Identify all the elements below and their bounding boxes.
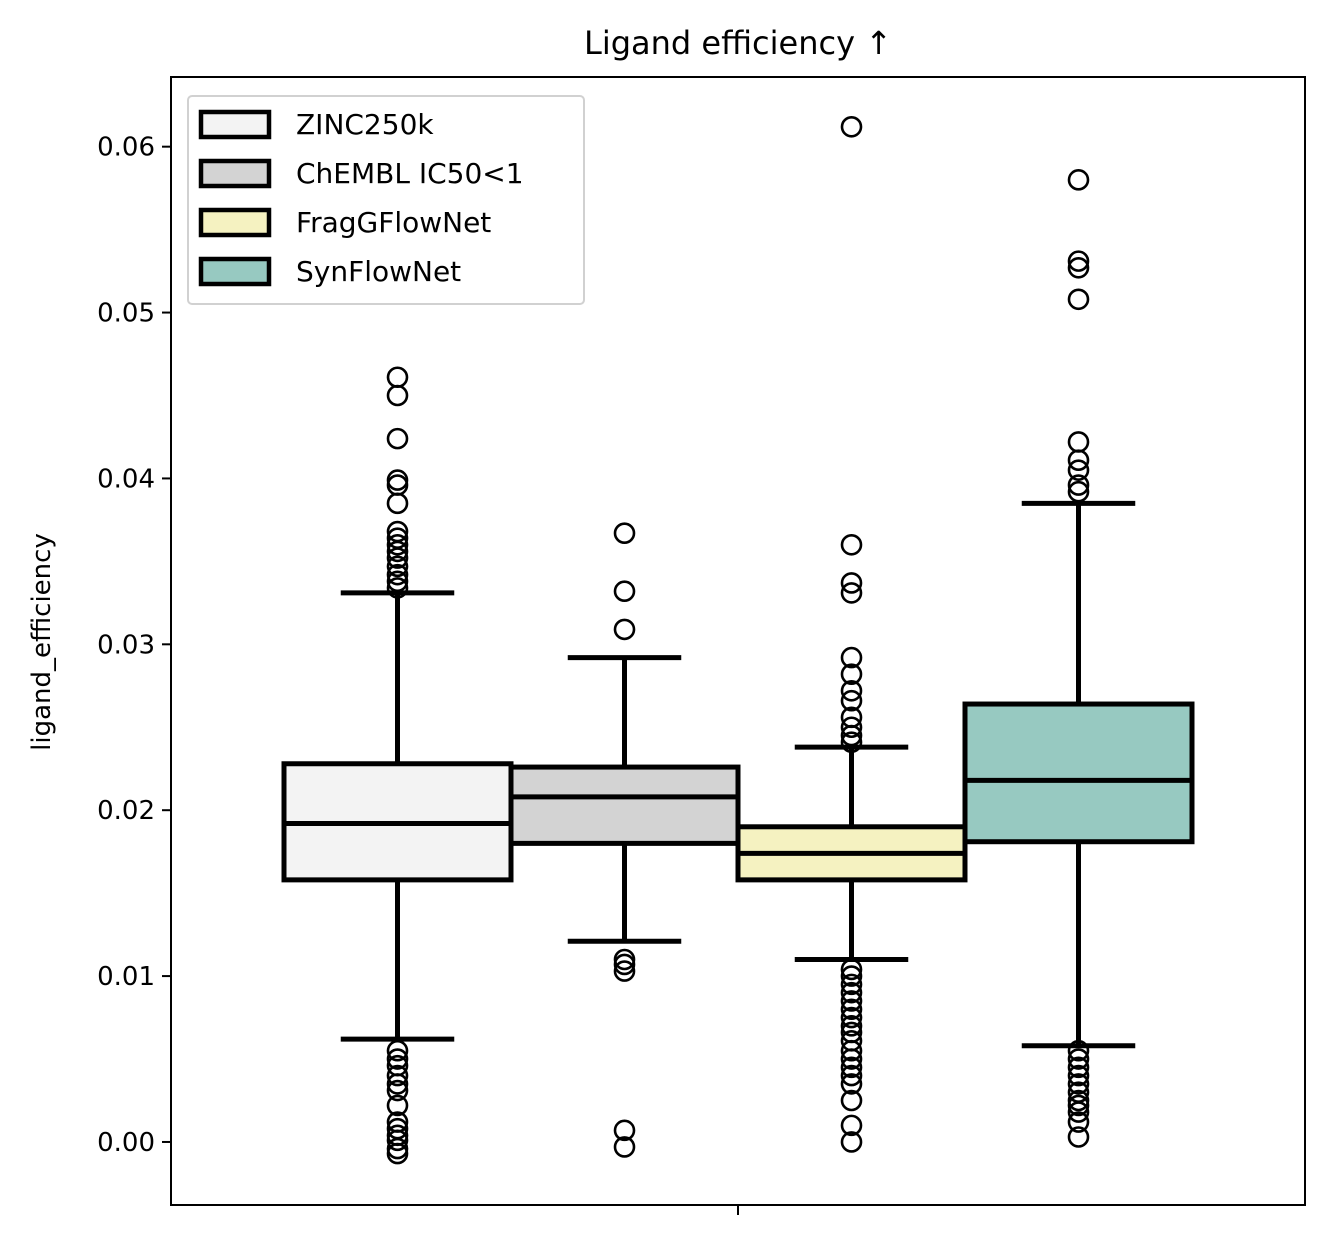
outlier-point (840, 663, 863, 685)
outlier-point (840, 1039, 863, 1062)
outlier-point (840, 1048, 863, 1070)
plot-area: 0.00 0.01 0.02 0.03 0.04 0.05 0.06 (97, 76, 1306, 1215)
outlier-point (840, 1006, 863, 1029)
outlier-point (386, 540, 409, 563)
outlier-point (1067, 1101, 1090, 1123)
outlier-point (840, 990, 863, 1012)
box-fraggflownet (735, 115, 968, 1153)
outlier-point (386, 492, 409, 515)
y-tick-label: 0.01 (97, 962, 155, 992)
y-tick-label: 0.04 (97, 464, 155, 494)
outlier-point (613, 953, 636, 976)
outlier-point (386, 1094, 409, 1117)
outlier-point (386, 555, 409, 578)
outlier-point (840, 958, 863, 981)
outlier-point (840, 679, 863, 702)
outlier-point (386, 1039, 409, 1062)
y-tick-label: 0.06 (97, 133, 155, 163)
outlier-point (386, 577, 409, 599)
outlier-point (386, 563, 409, 586)
outlier-point (1067, 250, 1090, 272)
outlier-point (840, 973, 863, 996)
legend: ZINC250k ChEMBL IC50<1 FragGFlowNet SynFlow… (187, 95, 585, 305)
outlier-point (840, 724, 863, 747)
outlier-point (840, 716, 863, 739)
outlier-point (386, 1048, 409, 1070)
outlier-point (840, 572, 863, 594)
outlier-point (1067, 431, 1090, 453)
outlier-point (613, 960, 636, 982)
outlier-point (386, 1064, 409, 1087)
outlier-point (840, 1131, 863, 1153)
outlier-point (840, 689, 863, 712)
y-tick-label: 0.00 (97, 1128, 155, 1158)
outlier-point (613, 618, 636, 641)
outlier-point (386, 570, 409, 593)
outlier-point (386, 1142, 409, 1165)
legend-label: SynFlowNet (296, 255, 461, 288)
y-tick-label: 0.02 (97, 796, 155, 826)
outlier-point (1067, 288, 1090, 311)
box-synflownet (962, 169, 1195, 1148)
outlier-point (840, 1015, 863, 1037)
outlier-point (386, 1073, 409, 1095)
box-iqr (962, 701, 1195, 845)
outlier-point (386, 427, 409, 450)
legend-swatch (198, 109, 272, 140)
box-zinc250k (281, 366, 514, 1165)
outlier-point (1067, 169, 1090, 191)
outlier-point (613, 1136, 636, 1158)
outlier-point (840, 582, 863, 604)
outlier-point (840, 981, 863, 1004)
outlier-point (1067, 480, 1090, 503)
legend-frame (187, 95, 585, 305)
outlier-point (386, 1129, 409, 1152)
box-chembl-ic50-1 (508, 522, 741, 1158)
outlier-point (386, 533, 409, 556)
chart-title: Ligand efficiency ↑ (584, 24, 892, 62)
outlier-point (1067, 1039, 1090, 1062)
outlier-point (1067, 449, 1090, 471)
y-tick-label: 0.03 (97, 630, 155, 660)
outlier-point (840, 115, 863, 138)
legend-label: ZINC250k (296, 108, 434, 141)
outlier-point (1067, 1064, 1090, 1087)
legend-label: FragGFlowNet (296, 206, 491, 239)
outlier-point (613, 522, 636, 544)
outlier-point (1067, 1073, 1090, 1095)
outlier-point (386, 547, 409, 569)
y-tick-label: 0.05 (97, 299, 155, 329)
outlier-point (386, 1079, 409, 1102)
outlier-point (1067, 459, 1090, 481)
legend-swatch (198, 158, 272, 189)
outlier-point (613, 1119, 636, 1142)
outlier-point (840, 998, 863, 1021)
outlier-point (840, 1064, 863, 1087)
outlier-point (840, 1114, 863, 1137)
outlier-point (1067, 1056, 1090, 1079)
outlier-point (1067, 474, 1090, 496)
outlier-point (613, 580, 636, 603)
outlier-point (840, 533, 863, 556)
outlier-point (840, 965, 863, 987)
outlier-point (386, 366, 409, 389)
legend-label: ChEMBL IC50<1 (296, 157, 524, 190)
y-axis-label: ligand_efficiency (27, 533, 57, 751)
box-iqr (508, 764, 741, 846)
outlier-point (840, 731, 863, 753)
outlier-point (1067, 256, 1090, 279)
outlier-point (1067, 1094, 1090, 1117)
outlier-point (840, 1089, 863, 1112)
outlier-point (840, 1073, 863, 1095)
legend-swatch (198, 256, 272, 287)
legend-swatch (198, 207, 272, 238)
outlier-point (840, 1056, 863, 1079)
outlier-point (1067, 1126, 1090, 1148)
outlier-point (386, 384, 409, 407)
outlier-point (840, 646, 863, 669)
outlier-point (1067, 1111, 1090, 1133)
outlier-point (1067, 1048, 1090, 1070)
